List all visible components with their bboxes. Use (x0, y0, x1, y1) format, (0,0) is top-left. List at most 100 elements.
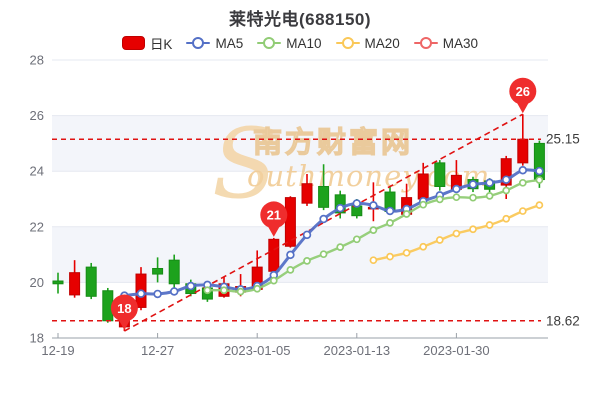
candle-body (284, 197, 296, 247)
ma20-marker (469, 225, 477, 234)
candle-body (434, 162, 446, 187)
ma5-marker (485, 178, 494, 188)
ma10-marker (369, 226, 378, 234)
legend-label: MA10 (286, 35, 322, 51)
legend-label: MA30 (442, 35, 479, 51)
grid-band (52, 226, 548, 283)
ma10-marker (220, 286, 228, 295)
ma5-marker (385, 206, 395, 216)
ma5-marker (501, 175, 511, 184)
candle-body (334, 194, 346, 214)
ma10-marker (236, 287, 245, 296)
legend-item-ma30[interactable]: MA30 (413, 35, 479, 51)
ma10-marker (502, 186, 511, 195)
ma20-line (369, 201, 544, 265)
ma20-marker (502, 214, 511, 223)
candle-body (517, 138, 529, 164)
ma5-marker (169, 287, 179, 296)
legend-item-ma10[interactable]: MA10 (257, 35, 322, 51)
ma20-marker (452, 229, 461, 238)
watermark: S 南方财富网 outhmoney.com (212, 108, 490, 220)
ma5-marker (319, 214, 328, 224)
ma5-marker (352, 199, 362, 208)
ma5-marker (518, 166, 528, 175)
candle-body (268, 238, 280, 272)
legend-label: 日K (149, 37, 173, 52)
candle-body (318, 185, 330, 208)
ma20-marker (419, 242, 428, 251)
ma20-marker (535, 201, 544, 209)
candle-body (152, 268, 164, 275)
x-axis-label: 2023-01-05 (224, 343, 291, 358)
candle-body (52, 280, 64, 285)
candlestick-legend-icon (121, 36, 145, 50)
legend-item-ma5[interactable]: MA5 (186, 36, 243, 51)
ma5-legend-icon (186, 37, 211, 49)
y-axis-label: 18 (30, 331, 44, 346)
ma10-marker (319, 250, 328, 259)
candle-body (301, 183, 313, 204)
ma10-marker (286, 266, 295, 274)
legend: 日K MA5 MA10 MA20 MA30 (0, 33, 600, 53)
legend-item-daily-k[interactable]: 日K (121, 33, 173, 53)
candle-body (417, 173, 429, 200)
ma5-line (120, 166, 544, 300)
x-axis-label: 2023-01-30 (423, 343, 490, 358)
y-axis-label: 28 (30, 53, 44, 68)
trend-line (124, 113, 524, 332)
chart-title: 莱特光电(688150) (228, 10, 372, 29)
ma10-marker (435, 195, 444, 204)
ma10-line (203, 176, 544, 296)
ma10-marker (452, 193, 461, 202)
legend-label: MA20 (364, 35, 400, 51)
ma10-marker (386, 219, 394, 227)
watermark-en-text: outhmoney.com (247, 159, 490, 193)
ma5-marker (369, 201, 378, 210)
price-pin-label: 18 (117, 301, 131, 316)
ma5-marker (452, 184, 461, 194)
x-axis-label: 12-27 (141, 343, 174, 358)
y-axis-label: 20 (30, 275, 44, 290)
y-axis-label: 22 (30, 219, 44, 234)
ma10-marker (535, 176, 544, 184)
candle-body (85, 266, 97, 297)
ma5-marker (136, 289, 146, 298)
ma10-marker (253, 284, 262, 293)
grid-band (52, 115, 548, 172)
ma5-marker (302, 230, 312, 240)
ma10-marker (518, 178, 527, 187)
reference-price-label: 25.15 (546, 132, 580, 147)
ma5-marker (286, 250, 295, 260)
ma20-marker (369, 256, 378, 265)
reference-price-label: 18.62 (546, 313, 580, 328)
y-axis-label: 24 (30, 164, 44, 179)
ma10-marker (269, 276, 278, 285)
price-pin-26: 26 (509, 77, 537, 114)
x-axis-label: 12-19 (41, 343, 74, 358)
ma10-marker (469, 193, 477, 202)
ma10-marker (303, 257, 311, 265)
legend-item-ma20[interactable]: MA20 (335, 35, 400, 51)
ma5-marker (186, 281, 196, 291)
watermark-cn-text: 南方财富网 (253, 125, 413, 159)
price-pin-21: 21 (260, 201, 288, 237)
price-pin-18: 18 (110, 294, 138, 331)
price-pin-label: 21 (267, 208, 281, 223)
ma10-marker (352, 235, 361, 244)
ma10-marker (419, 200, 428, 209)
ma20-marker (435, 236, 444, 244)
x-axis-label: 2023-01-13 (324, 343, 391, 358)
ma20-legend-icon (335, 37, 360, 49)
ma10-marker (402, 210, 411, 218)
ma20-marker (485, 221, 494, 229)
candle-body (69, 272, 81, 296)
ma5-marker (335, 203, 345, 213)
ma10-marker (485, 192, 494, 200)
chart-background: 18 20 22 24 26 28 12-19 12-27 2023-01-05 2023-01-… (30, 53, 548, 358)
y-axis-label: 26 (30, 108, 44, 123)
ma10-marker (203, 286, 212, 295)
ma20-marker (402, 248, 411, 257)
chart-series: 25.15 18.62 18 21 26 (52, 77, 580, 332)
